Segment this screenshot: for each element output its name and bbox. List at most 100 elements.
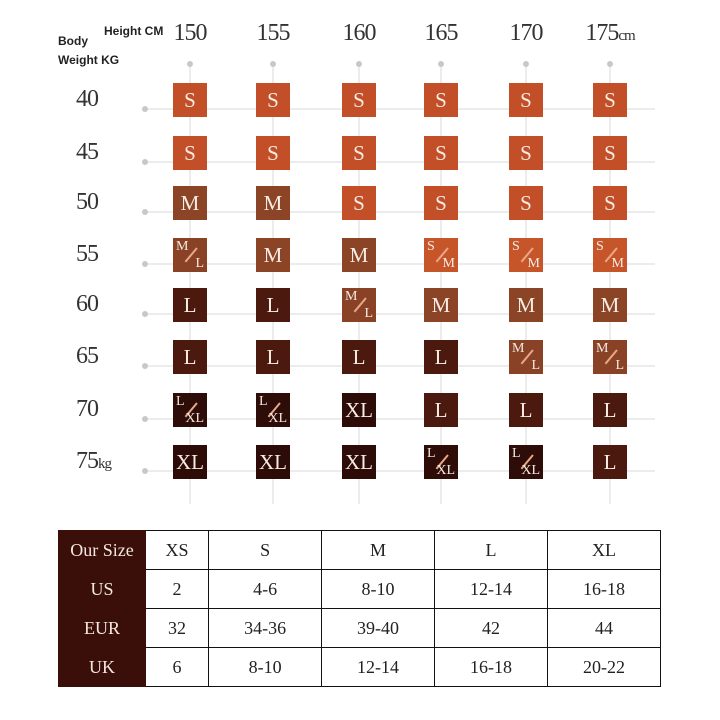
size-cell: L	[173, 340, 207, 374]
table-cell: 16-18	[434, 647, 548, 687]
size-cell: S	[173, 83, 207, 117]
gridline-horizontal	[145, 211, 655, 213]
size-cell: S	[424, 186, 458, 220]
gridline-horizontal	[145, 418, 655, 420]
size-cell: L	[173, 288, 207, 322]
gridline-horizontal	[145, 263, 655, 265]
gridline-vertical	[609, 64, 611, 504]
size-cell: XL	[342, 393, 376, 427]
size-cell: L XL	[256, 393, 290, 427]
size-part: XL	[521, 463, 540, 478]
size-cell: S	[593, 83, 627, 117]
size-cell: XL	[256, 445, 290, 479]
size-part: S	[427, 239, 435, 254]
size-part: M	[345, 289, 358, 304]
gridline-dot	[523, 61, 529, 67]
size-cell: S	[256, 136, 290, 170]
size-cell: S	[342, 83, 376, 117]
size-cell: S	[424, 83, 458, 117]
size-cell: L	[256, 340, 290, 374]
size-cell: S	[342, 136, 376, 170]
table-cell: 42	[434, 608, 548, 648]
table-row: EUR 32 34-36 39-40 42 44	[58, 608, 661, 648]
gridline-dot	[142, 261, 148, 267]
size-part: M	[176, 239, 189, 254]
gridline-dot	[356, 61, 362, 67]
weight-label: 40	[76, 86, 99, 112]
gridline-dot	[607, 61, 613, 67]
size-part: L	[176, 394, 185, 409]
gridline-dot	[187, 61, 193, 67]
gridline-vertical	[440, 64, 442, 504]
table-cell: 8-10	[321, 569, 436, 609]
gridline-vertical	[525, 64, 527, 504]
size-cell: L	[593, 445, 627, 479]
gridline-dot	[142, 416, 148, 422]
gridline-horizontal	[145, 470, 655, 472]
size-part: XL	[268, 411, 287, 426]
row-header: US	[58, 569, 146, 609]
row-header: EUR	[58, 608, 146, 648]
size-part: S	[596, 239, 604, 254]
size-cell: L XL	[424, 445, 458, 479]
gridline-vertical	[272, 64, 274, 504]
size-part: S	[512, 239, 520, 254]
gridline-horizontal	[145, 313, 655, 315]
size-cell: S	[509, 136, 543, 170]
table-cell: XL	[547, 530, 661, 570]
size-cell: XL	[342, 445, 376, 479]
size-cell: L	[509, 393, 543, 427]
size-cell: S	[509, 83, 543, 117]
size-cell: L	[593, 393, 627, 427]
weight-label: 70	[76, 396, 99, 422]
size-part: L	[364, 306, 373, 321]
table-cell: 12-14	[321, 647, 436, 687]
table-row: Our Size XS S M L XL	[58, 530, 661, 570]
size-part: M	[596, 341, 609, 356]
size-conversion-table: Our Size XS S M L XL US 2 4-6 8-10 12-14 16-18 EUR 32…	[58, 530, 661, 687]
size-part: XL	[436, 463, 455, 478]
table-cell: 20-22	[547, 647, 661, 687]
size-cell: S	[342, 186, 376, 220]
table-cell: 39-40	[321, 608, 436, 648]
size-cell: M	[509, 288, 543, 322]
gridline-dot	[142, 106, 148, 112]
weight-label: 45	[76, 139, 99, 165]
table-cell: 12-14	[434, 569, 548, 609]
gridline-dot	[142, 363, 148, 369]
size-cell: L	[256, 288, 290, 322]
body-label: Body	[58, 34, 88, 48]
size-cell: M	[593, 288, 627, 322]
size-cell: L XL	[509, 445, 543, 479]
table-cell: XS	[144, 530, 210, 570]
weight-axis-label: Weight KG	[58, 53, 120, 67]
size-part: L	[615, 358, 624, 373]
table-cell: 44	[547, 608, 661, 648]
size-cell: S	[593, 186, 627, 220]
size-part: L	[512, 446, 521, 461]
size-cell: S	[256, 83, 290, 117]
table-cell: 2	[144, 569, 210, 609]
size-cell: L	[342, 340, 376, 374]
gridline-dot	[142, 468, 148, 474]
weight-label: 65	[76, 343, 99, 369]
row-header: Our Size	[58, 530, 146, 570]
gridline-horizontal	[145, 161, 655, 163]
height-label: 150	[173, 20, 208, 46]
size-cell: M	[256, 238, 290, 272]
table-cell: S	[208, 530, 323, 570]
weight-label: 75kg	[76, 448, 112, 474]
height-label: 165	[424, 20, 459, 46]
size-part: M	[512, 341, 525, 356]
size-cell: M	[424, 288, 458, 322]
table-row: US 2 4-6 8-10 12-14 16-18	[58, 569, 661, 609]
table-cell: M	[321, 530, 436, 570]
table-row: UK 6 8-10 12-14 16-18 20-22	[58, 647, 661, 687]
weight-label: 55	[76, 241, 99, 267]
size-cell: S	[593, 136, 627, 170]
size-part: M	[442, 256, 455, 271]
size-part: M	[611, 256, 624, 271]
